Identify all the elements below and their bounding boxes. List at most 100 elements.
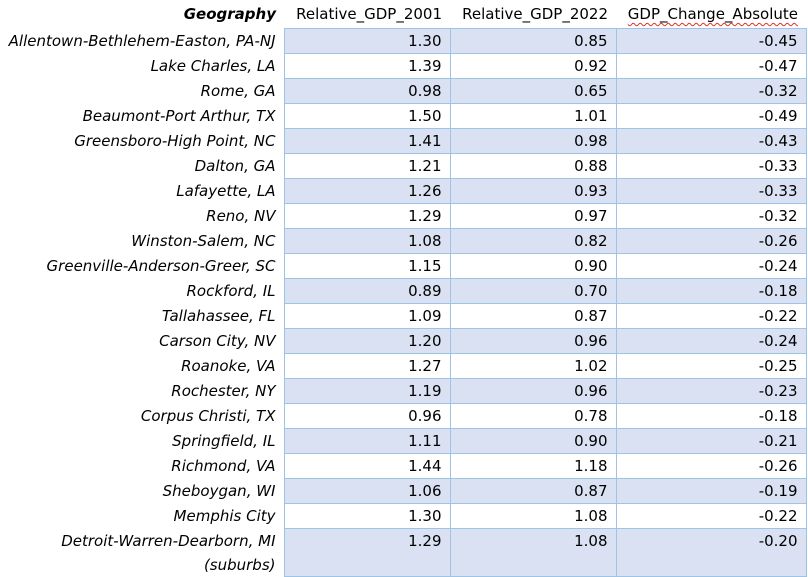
gdp-2022-cell[interactable]: 0.90 (449, 428, 617, 454)
gdp-2001-cell[interactable]: 1.29 (283, 528, 451, 577)
gdp-2001-cell[interactable]: 1.15 (283, 253, 451, 279)
header-relative-gdp-2022[interactable]: Relative_GDP_2022 (450, 0, 616, 29)
header-relative-gdp-2001[interactable]: Relative_GDP_2001 (284, 0, 450, 29)
gdp-2001-cell[interactable]: 0.89 (283, 278, 451, 304)
geography-cell[interactable]: Allentown-Bethlehem-Easton, PA-NJ (0, 28, 284, 54)
gdp-change-cell[interactable]: -0.43 (615, 128, 807, 154)
geography-cell[interactable]: Winston-Salem, NC (0, 228, 284, 254)
gdp-2022-cell[interactable]: 1.02 (449, 353, 617, 379)
gdp-2001-cell[interactable]: 1.44 (283, 453, 451, 479)
gdp-2022-cell[interactable]: 1.18 (449, 453, 617, 479)
gdp-2001-cell[interactable]: 1.27 (283, 353, 451, 379)
geography-cell[interactable]: Greenville-Anderson-Greer, SC (0, 253, 284, 279)
gdp-change-cell[interactable]: -0.25 (615, 353, 807, 379)
gdp-2001-cell[interactable]: 1.41 (283, 128, 451, 154)
gdp-change-cell[interactable]: -0.21 (615, 428, 807, 454)
geography-cell[interactable]: Springfield, IL (0, 428, 284, 454)
gdp-change-cell[interactable]: -0.18 (615, 278, 807, 304)
gdp-2022-cell[interactable]: 0.78 (449, 403, 617, 429)
gdp-2001-cell[interactable]: 1.19 (283, 378, 451, 404)
gdp-2022-cell[interactable]: 1.08 (449, 503, 617, 529)
gdp-change-cell[interactable]: -0.45 (615, 28, 807, 54)
geography-cell[interactable]: Tallahassee, FL (0, 303, 284, 329)
gdp-2001-cell[interactable]: 1.30 (283, 28, 451, 54)
gdp-change-cell[interactable]: -0.47 (615, 53, 807, 79)
gdp-change-cell[interactable]: -0.18 (615, 403, 807, 429)
table-row: Reno, NV 1.29 0.97 -0.32 (0, 203, 807, 229)
gdp-change-cell[interactable]: -0.24 (615, 253, 807, 279)
gdp-2001-cell[interactable]: 0.96 (283, 403, 451, 429)
table-row: Memphis City 1.30 1.08 -0.22 (0, 503, 807, 529)
geography-cell[interactable]: Reno, NV (0, 203, 284, 229)
gdp-2001-cell[interactable]: 1.29 (283, 203, 451, 229)
gdp-2022-cell[interactable]: 0.85 (449, 28, 617, 54)
gdp-2022-cell[interactable]: 0.90 (449, 253, 617, 279)
table-row: Beaumont-Port Arthur, TX 1.50 1.01 -0.49 (0, 103, 807, 129)
geography-cell[interactable]: Rome, GA (0, 78, 284, 104)
table-row: Allentown-Bethlehem-Easton, PA-NJ 1.30 0… (0, 28, 807, 54)
geography-cell[interactable]: Detroit-Warren-Dearborn, MI (suburbs) (0, 528, 284, 577)
gdp-2022-cell[interactable]: 0.93 (449, 178, 617, 204)
gdp-2022-cell[interactable]: 1.08 (449, 528, 617, 577)
geography-cell[interactable]: Corpus Christi, TX (0, 403, 284, 429)
table-row: Greensboro-High Point, NC 1.41 0.98 -0.4… (0, 128, 807, 154)
gdp-2001-cell[interactable]: 1.50 (283, 103, 451, 129)
gdp-change-cell[interactable]: -0.26 (615, 228, 807, 254)
gdp-2022-cell[interactable]: 0.98 (449, 128, 617, 154)
table-row: Rochester, NY 1.19 0.96 -0.23 (0, 378, 807, 404)
gdp-change-cell[interactable]: -0.26 (615, 453, 807, 479)
gdp-2001-cell[interactable]: 1.09 (283, 303, 451, 329)
gdp-change-cell[interactable]: -0.19 (615, 478, 807, 504)
table-row: Sheboygan, WI 1.06 0.87 -0.19 (0, 478, 807, 504)
geography-cell[interactable]: Rochester, NY (0, 378, 284, 404)
gdp-2022-cell[interactable]: 0.87 (449, 303, 617, 329)
gdp-2022-cell[interactable]: 0.87 (449, 478, 617, 504)
gdp-2001-cell[interactable]: 1.26 (283, 178, 451, 204)
gdp-2022-cell[interactable]: 0.92 (449, 53, 617, 79)
gdp-2022-cell[interactable]: 1.01 (449, 103, 617, 129)
gdp-change-cell[interactable]: -0.24 (615, 328, 807, 354)
gdp-2022-cell[interactable]: 0.96 (449, 328, 617, 354)
gdp-2001-cell[interactable]: 0.98 (283, 78, 451, 104)
table-row: Richmond, VA 1.44 1.18 -0.26 (0, 453, 807, 479)
gdp-change-cell[interactable]: -0.23 (615, 378, 807, 404)
gdp-change-cell[interactable]: -0.22 (615, 303, 807, 329)
gdp-2001-cell[interactable]: 1.39 (283, 53, 451, 79)
table-row: Springfield, IL 1.11 0.90 -0.21 (0, 428, 807, 454)
gdp-change-cell[interactable]: -0.22 (615, 503, 807, 529)
gdp-2001-cell[interactable]: 1.08 (283, 228, 451, 254)
gdp-2001-cell[interactable]: 1.20 (283, 328, 451, 354)
geography-cell[interactable]: Sheboygan, WI (0, 478, 284, 504)
gdp-change-cell[interactable]: -0.33 (615, 153, 807, 179)
geography-cell[interactable]: Memphis City (0, 503, 284, 529)
gdp-2022-cell[interactable]: 0.97 (449, 203, 617, 229)
gdp-2022-cell[interactable]: 0.88 (449, 153, 617, 179)
table-row: Rockford, IL 0.89 0.70 -0.18 (0, 278, 807, 304)
geography-cell[interactable]: Rockford, IL (0, 278, 284, 304)
gdp-change-cell[interactable]: -0.33 (615, 178, 807, 204)
gdp-2001-cell[interactable]: 1.21 (283, 153, 451, 179)
geography-cell[interactable]: Roanoke, VA (0, 353, 284, 379)
gdp-2001-cell[interactable]: 1.11 (283, 428, 451, 454)
geography-cell[interactable]: Beaumont-Port Arthur, TX (0, 103, 284, 129)
gdp-change-cell[interactable]: -0.49 (615, 103, 807, 129)
geography-cell[interactable]: Lake Charles, LA (0, 53, 284, 79)
gdp-2022-cell[interactable]: 0.96 (449, 378, 617, 404)
header-gdp-change-absolute[interactable]: GDP_Change_Absolute (616, 0, 806, 29)
gdp-2022-cell[interactable]: 0.65 (449, 78, 617, 104)
header-row: Geography Relative_GDP_2001 Relative_GDP… (0, 0, 806, 29)
table-row: Corpus Christi, TX 0.96 0.78 -0.18 (0, 403, 807, 429)
gdp-2001-cell[interactable]: 1.30 (283, 503, 451, 529)
geography-cell[interactable]: Dalton, GA (0, 153, 284, 179)
geography-cell[interactable]: Carson City, NV (0, 328, 284, 354)
geography-cell[interactable]: Richmond, VA (0, 453, 284, 479)
header-geography[interactable]: Geography (0, 0, 284, 29)
geography-cell[interactable]: Greensboro-High Point, NC (0, 128, 284, 154)
gdp-change-cell[interactable]: -0.20 (615, 528, 807, 577)
gdp-2022-cell[interactable]: 0.70 (449, 278, 617, 304)
geography-cell[interactable]: Lafayette, LA (0, 178, 284, 204)
gdp-change-cell[interactable]: -0.32 (615, 203, 807, 229)
gdp-2001-cell[interactable]: 1.06 (283, 478, 451, 504)
gdp-2022-cell[interactable]: 0.82 (449, 228, 617, 254)
gdp-change-cell[interactable]: -0.32 (615, 78, 807, 104)
